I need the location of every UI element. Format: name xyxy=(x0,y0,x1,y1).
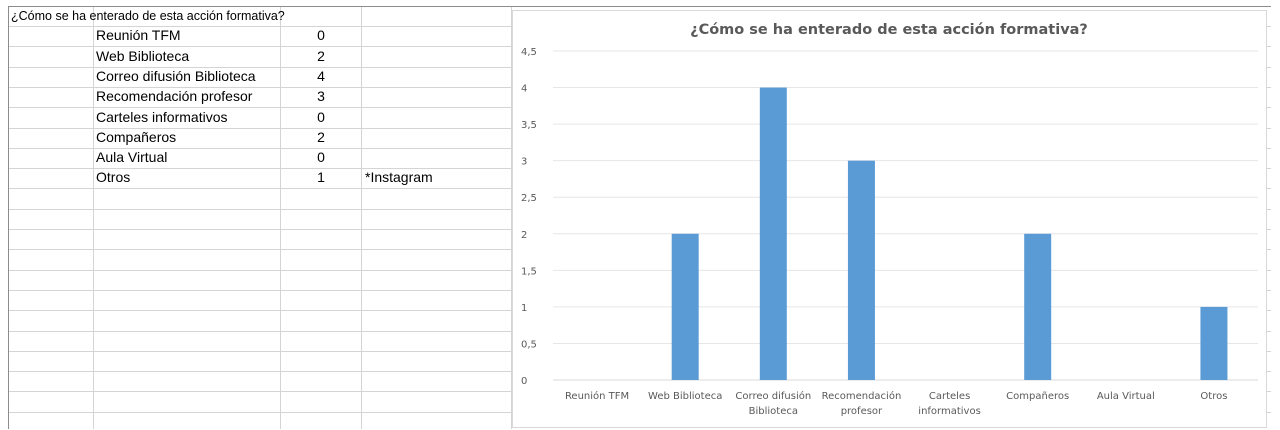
row-label-cell[interactable]: Recomendación profesor xyxy=(96,88,253,105)
row-label-cell[interactable]: Otros xyxy=(96,169,131,186)
row-value-cell[interactable]: 2 xyxy=(317,128,325,145)
row-label-cell[interactable]: Web Biblioteca xyxy=(96,47,190,64)
grid-column-line xyxy=(361,7,362,429)
sheet-title-cell[interactable]: ¿Cómo se ha enterado de esta acción form… xyxy=(11,9,285,23)
row-label-cell[interactable]: Carteles informativos xyxy=(96,108,228,125)
y-tick-label: 0,5 xyxy=(521,339,537,350)
x-category-label: Recomendación xyxy=(822,390,902,402)
row-value-cell[interactable]: 0 xyxy=(317,108,325,125)
x-category-label: Compañeros xyxy=(1006,391,1069,402)
bar[interactable] xyxy=(759,87,787,381)
y-tick-label: 3 xyxy=(521,157,527,168)
x-category-label: Biblioteca xyxy=(749,406,798,417)
row-label-cell[interactable]: Reunión TFM xyxy=(96,27,181,44)
y-tick-label: 3,5 xyxy=(521,120,537,131)
row-value-cell[interactable]: 0 xyxy=(317,27,325,44)
row-value-cell[interactable]: 2 xyxy=(317,47,325,64)
row-value-cell[interactable]: 0 xyxy=(317,149,325,166)
x-category-label: Carteles xyxy=(929,391,970,402)
row-label-cell[interactable]: Compañeros xyxy=(96,128,177,145)
y-tick-label: 1,5 xyxy=(521,266,537,277)
grid-column-line xyxy=(93,7,94,429)
chart-title: ¿Cómo se ha enterado de esta acción form… xyxy=(690,22,1088,38)
chart-canvas: ¿Cómo se ha enterado de esta acción form… xyxy=(521,22,1258,417)
row-label-cell[interactable]: Correo difusión Biblioteca xyxy=(96,67,256,84)
bar[interactable] xyxy=(847,160,875,380)
x-category-label: Web Biblioteca xyxy=(648,391,722,402)
y-tick-label: 4 xyxy=(521,84,527,95)
row-label-cell[interactable]: Aula Virtual xyxy=(96,149,168,166)
x-category-label: Reunión TFM xyxy=(565,390,629,402)
row-value-cell[interactable]: 4 xyxy=(317,67,325,84)
x-category-label: informativos xyxy=(918,406,981,417)
x-category-label: profesor xyxy=(841,406,883,417)
bar[interactable] xyxy=(1200,306,1228,380)
bar-chart[interactable]: ¿Cómo se ha enterado de esta acción form… xyxy=(512,10,1267,428)
row-value-cell[interactable]: 1 xyxy=(317,169,325,186)
row-note-cell[interactable]: *Instagram xyxy=(365,169,433,186)
y-tick-label: 2 xyxy=(521,230,527,241)
y-tick-label: 1 xyxy=(521,303,527,314)
bar[interactable] xyxy=(1024,233,1052,380)
x-category-label: Otros xyxy=(1200,391,1227,402)
grid-column-line xyxy=(280,7,281,429)
grid-column-line xyxy=(511,7,512,429)
y-tick-label: 0 xyxy=(521,376,527,387)
x-category-label: Aula Virtual xyxy=(1097,391,1155,402)
y-tick-label: 4,5 xyxy=(521,47,537,58)
y-tick-label: 2,5 xyxy=(521,193,537,204)
row-value-cell[interactable]: 3 xyxy=(317,88,325,105)
x-category-label: Correo difusión xyxy=(735,390,811,402)
bar[interactable] xyxy=(671,233,699,380)
